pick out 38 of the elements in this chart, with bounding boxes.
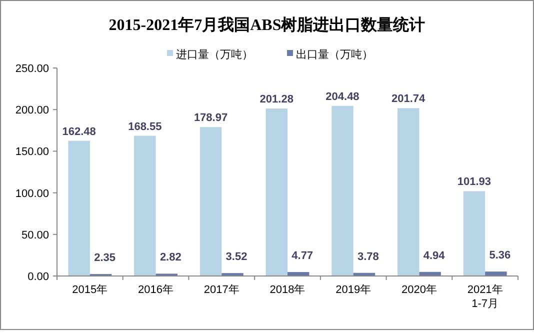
data-label: 178.97 [194, 112, 228, 124]
data-label: 101.93 [457, 176, 492, 188]
data-label: 5.36 [489, 250, 511, 262]
x-tick-label: 2020年 [401, 284, 437, 296]
y-tick-label: 50.00 [21, 229, 49, 242]
x-tick-label: 2019年 [336, 284, 372, 296]
bar [134, 136, 156, 276]
bar [463, 191, 486, 276]
bar [397, 108, 420, 276]
data-label: 168.55 [128, 120, 162, 133]
bar [332, 106, 354, 276]
data-label: 201.74 [392, 93, 426, 106]
y-tick-label: 0.00 [28, 271, 49, 283]
data-label: 3.52 [226, 251, 248, 264]
y-tick-label: 250.00 [15, 63, 49, 75]
chart-title: 2015-2021年7月我国ABS树脂进出口数量统计 [108, 16, 426, 34]
legend-label: 出口量（万吨） [296, 48, 373, 61]
x-tick-label: 2016年 [138, 284, 174, 296]
data-label: 4.77 [292, 250, 314, 262]
bar [485, 272, 507, 276]
bar [68, 140, 90, 276]
data-label: 3.78 [358, 250, 379, 263]
legend-label: 进口量（万吨） [176, 48, 253, 61]
data-label: 4.94 [423, 250, 446, 262]
x-tick-label: 2015年 [72, 284, 108, 296]
bar [200, 127, 222, 276]
bar [266, 108, 288, 276]
data-label: 2.82 [160, 252, 182, 264]
x-tick-label: 2017年 [204, 284, 240, 296]
data-label: 2.35 [94, 252, 116, 264]
y-tick-label: 150.00 [15, 146, 49, 158]
x-tick-label: 2021年 1-7月 [467, 284, 503, 310]
data-label: 201.28 [260, 94, 294, 106]
y-tick-label: 100.00 [15, 188, 49, 200]
data-label: 162.48 [62, 126, 96, 138]
y-tick-label: 200.00 [15, 104, 49, 117]
x-tick-label: 2018年 [270, 284, 306, 296]
data-label: 204.48 [326, 90, 360, 103]
